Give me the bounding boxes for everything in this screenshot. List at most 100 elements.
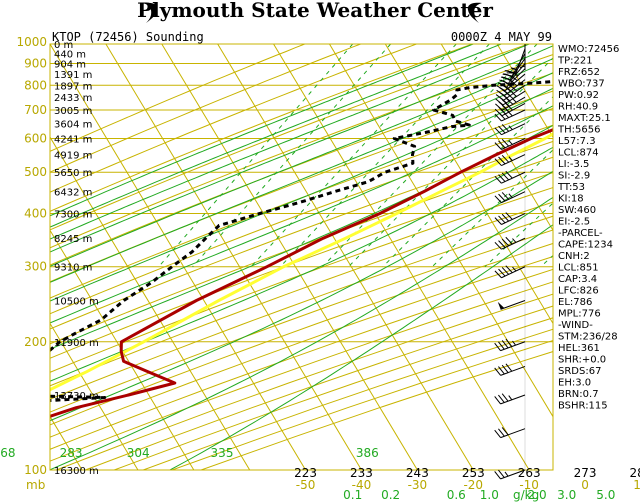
wind-staff: [511, 53, 526, 77]
pressure-tick-label: 400: [24, 207, 47, 221]
wind-barb-full: [498, 215, 506, 224]
wind-barb: [494, 363, 526, 376]
moist-adiabat-line: [50, 196, 553, 470]
wind-barb-full: [494, 195, 502, 204]
wind-barb-full: [501, 138, 510, 147]
index-entry: RH:40.9: [558, 102, 598, 113]
isotherm-line: [273, 44, 530, 470]
moist-adiabat-line: [50, 44, 474, 217]
index-entry: SW:460: [558, 205, 596, 216]
logo-left-icon: [143, 2, 158, 23]
mixing-ratio-line: [322, 44, 538, 268]
wind-barb: [494, 108, 526, 122]
wind-barb-full: [501, 124, 510, 132]
wind-barb-half: [512, 77, 518, 81]
celsius-tick-label: 10: [633, 478, 640, 492]
index-entry: LFC:826: [558, 286, 599, 297]
moist-adiabat-line: [50, 72, 553, 283]
wind-staff: [501, 154, 526, 167]
kelvin-tick-label: 273: [574, 466, 597, 480]
dry-adiabat-line: [50, 256, 553, 438]
wind-barb-half: [512, 266, 517, 272]
isotherm-line: [329, 44, 553, 418]
moist-adiabat-line: [50, 44, 502, 228]
wind-barb-full: [498, 428, 505, 437]
temperature-curve: [50, 128, 553, 418]
dry-adiabat-line: [50, 268, 553, 450]
height-label: 5650 m: [54, 168, 92, 179]
wind-barb: [494, 469, 526, 480]
height-label: 13730 m: [54, 391, 99, 402]
dry-adiabat-line: [56, 293, 553, 470]
wind-staff: [501, 123, 526, 136]
isotherm-line: [217, 44, 474, 470]
wind-barb-full: [501, 172, 510, 181]
index-entry: WMO:72456: [558, 44, 619, 55]
wind-barb-full: [501, 192, 510, 200]
wind-barb-full: [494, 175, 502, 184]
wind-barb-full: [494, 241, 502, 250]
wind-barb: [494, 123, 526, 136]
dry-adiabat-line: [50, 44, 473, 212]
wind-barb-half: [512, 82, 518, 87]
wind-barb-full: [501, 340, 509, 349]
wind-barb: [494, 138, 526, 150]
isotherm-line: [50, 229, 195, 470]
wind-barb: [494, 265, 526, 279]
wind-barb: [494, 393, 526, 405]
wind-barb-full: [501, 110, 510, 118]
dry-adiabat-line: [50, 242, 553, 426]
wind-barb: [494, 427, 526, 439]
wind-barb-full: [494, 396, 501, 405]
wind-barb-full: [494, 217, 502, 225]
wind-barb-full: [498, 394, 505, 403]
index-entry: PW:0.92: [558, 90, 599, 101]
wind-staff: [501, 213, 526, 225]
mixing-ratio-line: [382, 96, 553, 268]
index-entry: LCL:874: [558, 148, 599, 159]
wind-barb: [494, 154, 526, 167]
wind-barb-full: [505, 97, 514, 105]
wind-barb: [497, 300, 526, 310]
wind-staff: [507, 63, 526, 84]
wind-barb-full: [501, 393, 509, 402]
height-label: 2433 m: [54, 93, 92, 104]
wind-barbs: [494, 44, 526, 480]
mixing-ratio-label: 0.6: [447, 488, 466, 502]
wind-barb-full: [505, 87, 514, 94]
wind-barb-full: [501, 99, 510, 107]
wind-barb: [494, 170, 526, 184]
wind-staff: [500, 300, 526, 310]
moist-adiabat-line: [50, 45, 553, 253]
theta-label: 283: [60, 446, 83, 460]
wind-barb-half: [508, 193, 513, 198]
wind-staff: [501, 103, 526, 117]
dry-adiabat-line: [50, 90, 553, 283]
celsius-tick-label: -20: [463, 478, 483, 492]
logo-right-icon: [467, 2, 482, 23]
wind-barb-half: [504, 471, 509, 477]
wind-barb-full: [501, 154, 510, 163]
dry-adiabat-line: [85, 305, 553, 470]
index-entry: LCL:851: [558, 263, 599, 274]
dry-adiabat-line: [50, 44, 529, 231]
pressure-tick-label: 600: [24, 132, 47, 146]
index-entry: LI:-3.5: [558, 159, 589, 170]
height-label: 4919 m: [54, 151, 92, 162]
pressure-tick-label: 100: [24, 463, 47, 477]
mixing-ratio-unit: g/kg: [513, 488, 539, 502]
index-entry: TP:221: [557, 56, 593, 67]
wind-staff: [504, 79, 526, 96]
parcel-curve: [50, 132, 553, 392]
dry-adiabat-line: [50, 187, 553, 373]
dry-adiabat-line: [50, 107, 553, 299]
wind-staff: [501, 191, 526, 204]
wind-barb-full: [505, 92, 514, 99]
wind-barb-full: [494, 142, 502, 150]
moist-adiabat-line: [169, 224, 553, 470]
pressure-tick-label: 1000: [16, 35, 47, 49]
wind-staff: [501, 237, 526, 250]
mixing-ratio-label: 0.2: [381, 488, 400, 502]
